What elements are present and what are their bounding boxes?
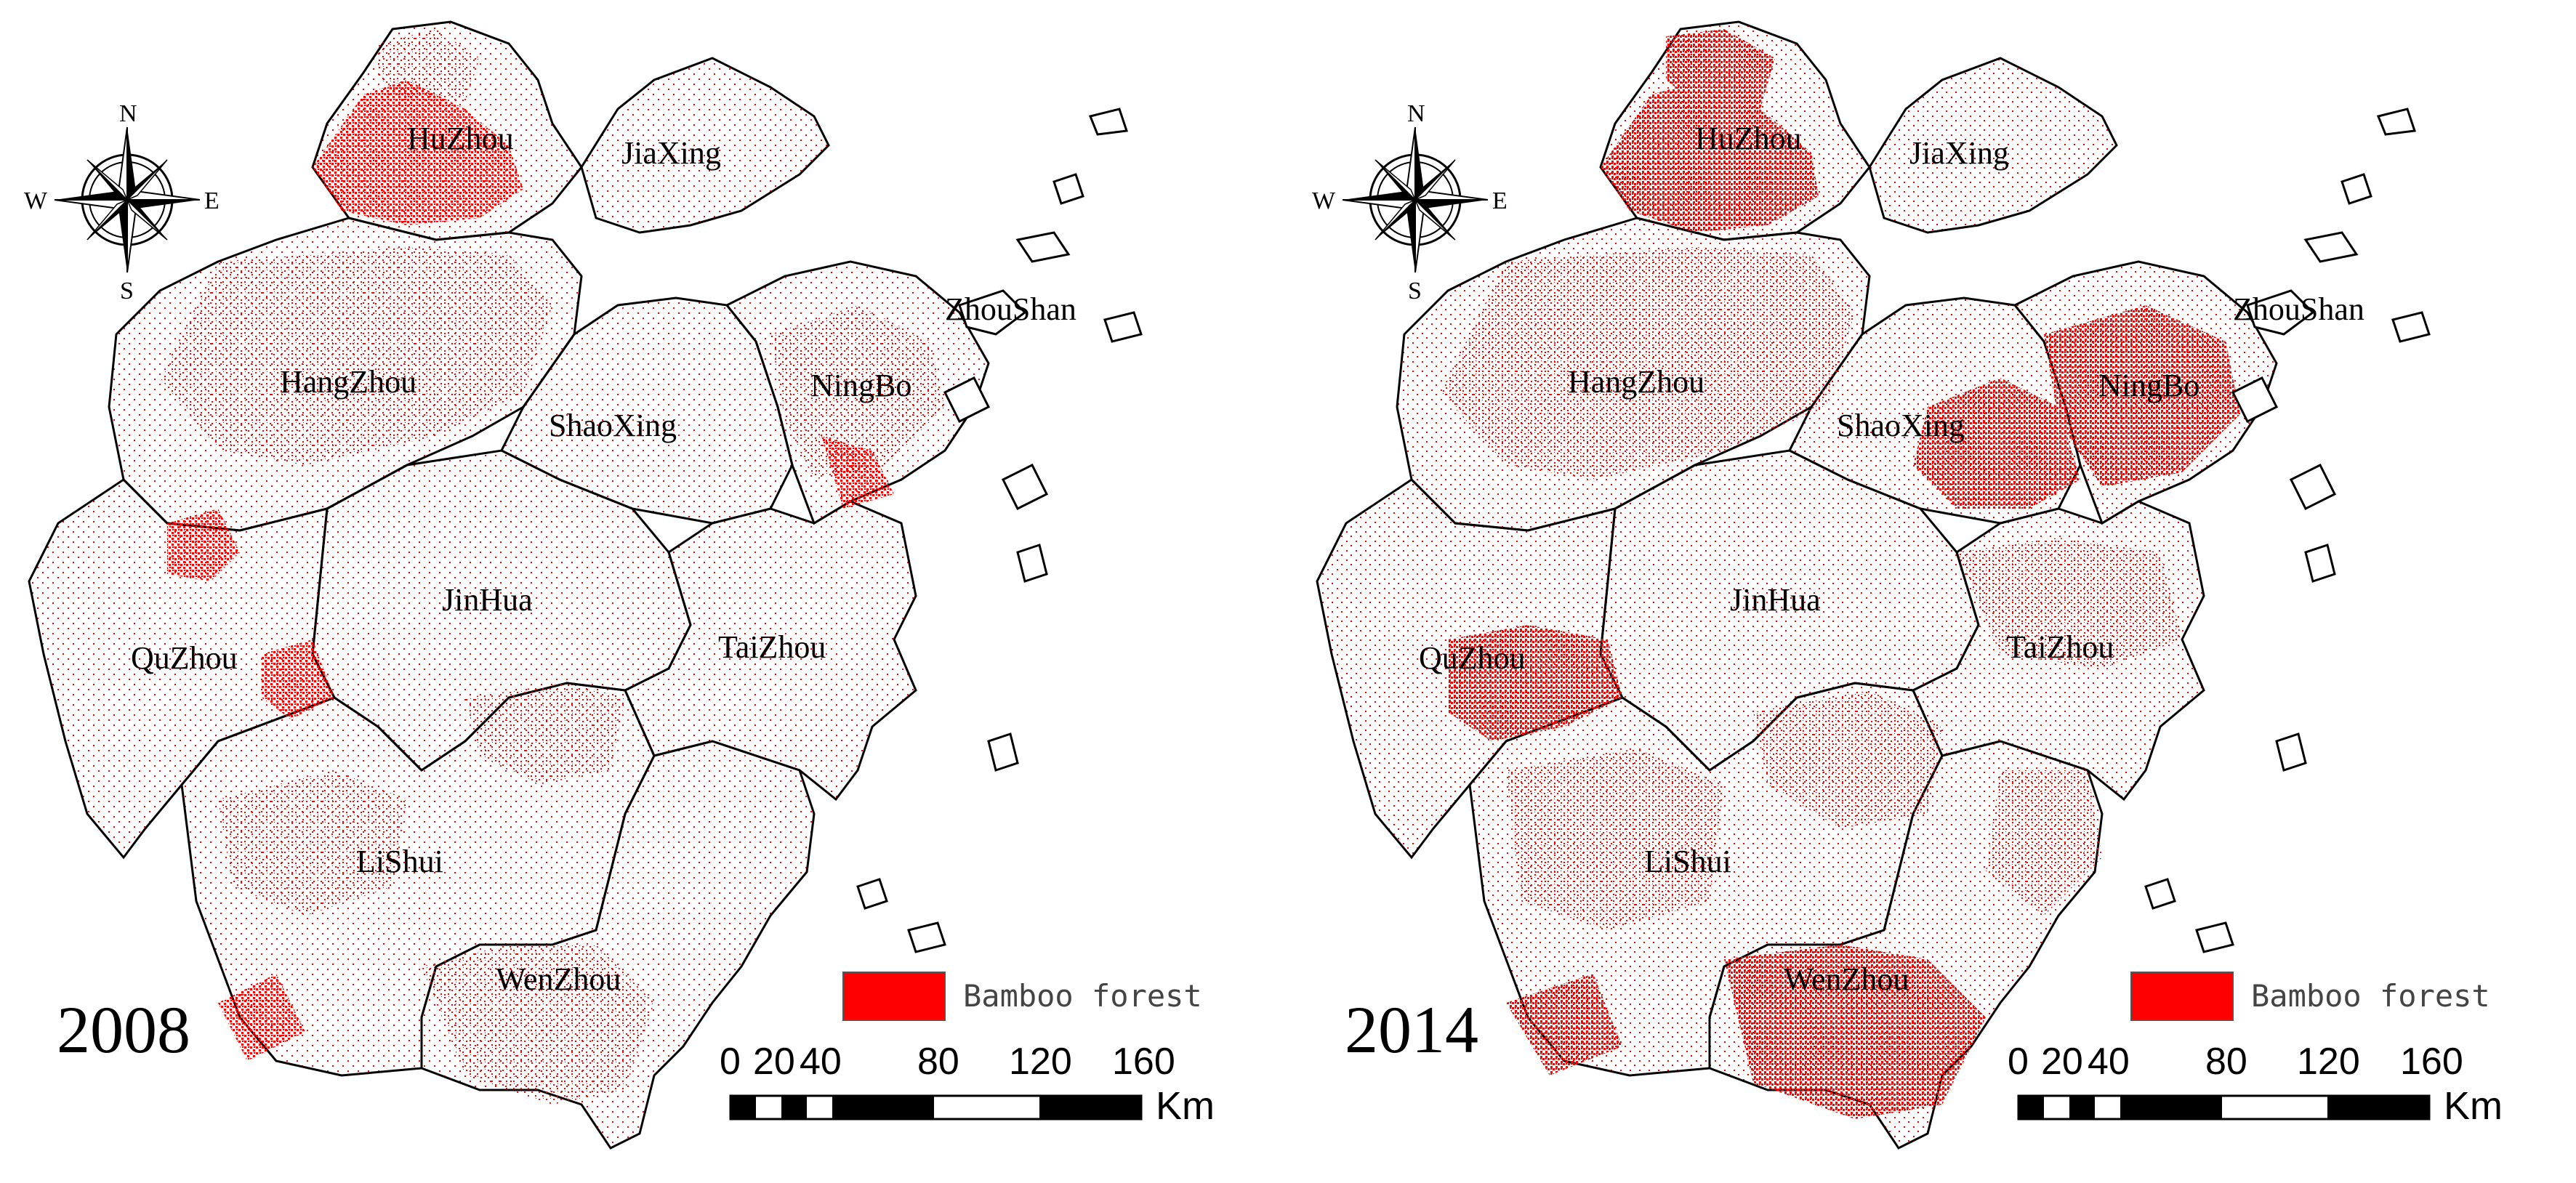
scale-tick-40: 40 [800, 1041, 842, 1083]
scale-tick-0: 0 [720, 1041, 741, 1083]
jiaxing-region [580, 57, 830, 234]
scale-tick-120: 120 [2297, 1041, 2360, 1083]
bamboo-patches-2014 [1441, 29, 2240, 1119]
legend-label: Bamboo forest [963, 978, 1202, 1014]
islands [2144, 108, 2431, 953]
city-label-wenzhou: WenZhou [1784, 961, 1909, 997]
scale-bar: 0 20 40 80 120 160 Km [720, 1041, 1215, 1128]
city-label-wenzhou: WenZhou [496, 961, 621, 997]
map-panel-2008: HuZhou JiaXing HangZhou ShaoXing NingBo … [24, 20, 1215, 1150]
scale-bar: 0 20 40 80 120 160 Km [2008, 1041, 2503, 1128]
bamboo-patches-2008 [160, 29, 945, 1105]
jiaxing-region [1868, 57, 2118, 234]
year-label-2014: 2014 [1345, 993, 1478, 1067]
scale-unit: Km [2444, 1084, 2503, 1128]
map-2008: HuZhou JiaXing HangZhou ShaoXing NingBo … [24, 20, 1215, 1150]
city-label-lishui: LiShui [1644, 844, 1731, 879]
city-label-shaoxing: ShaoXing [1837, 408, 1965, 443]
city-label-jinhua: JinHua [442, 582, 533, 618]
map-panel-2014: HuZhou JiaXing HangZhou ShaoXing NingBo … [1288, 0, 2576, 1183]
city-label-taizhou: TaiZhou [718, 629, 826, 665]
compass-west: W [24, 187, 48, 214]
scale-tick-160: 160 [1112, 1041, 1175, 1083]
city-label-huzhou: HuZhou [407, 121, 514, 156]
city-label-taizhou: TaiZhou [2006, 629, 2114, 665]
legend-label: Bamboo forest [2251, 978, 2490, 1014]
year-label-2008: 2008 [57, 993, 190, 1067]
compass-west: W [1312, 187, 1336, 214]
city-label-quzhou: QuZhou [131, 640, 238, 676]
legend: Bamboo forest [2130, 972, 2490, 1021]
map-2014: HuZhou JiaXing HangZhou ShaoXing NingBo … [1312, 20, 2503, 1150]
legend-swatch [842, 972, 946, 1021]
city-label-zhoushan: ZhouShan [945, 291, 1076, 327]
scale-unit: Km [1156, 1084, 1215, 1128]
compass-north: N [1407, 100, 1425, 127]
city-label-quzhou: QuZhou [1419, 640, 1526, 676]
city-label-ningbo: NingBo [2098, 368, 2199, 403]
scale-tick-120: 120 [1009, 1041, 1072, 1083]
compass-east: E [1492, 187, 1508, 214]
scale-tick-40: 40 [2088, 1041, 2130, 1083]
city-label-huzhou: HuZhou [1695, 121, 1802, 156]
city-label-shaoxing: ShaoXing [549, 408, 677, 443]
city-label-hangzhou: HangZhou [1568, 364, 1704, 400]
islands [856, 108, 1143, 953]
scale-tick-80: 80 [2205, 1041, 2247, 1083]
scale-tick-80: 80 [917, 1041, 959, 1083]
legend: Bamboo forest [842, 972, 1202, 1021]
scale-tick-0: 0 [2008, 1041, 2029, 1083]
compass-south: S [120, 278, 134, 304]
compass-east: E [204, 187, 220, 214]
scale-tick-160: 160 [2400, 1041, 2463, 1083]
city-label-lishui: LiShui [356, 844, 443, 879]
compass-rose: N S E W [24, 100, 220, 304]
legend-swatch [2130, 972, 2234, 1021]
city-label-jiaxing: JiaXing [621, 135, 721, 171]
city-label-hangzhou: HangZhou [280, 364, 416, 400]
compass-north: N [119, 100, 137, 127]
scale-tick-20: 20 [2041, 1041, 2083, 1083]
city-label-ningbo: NingBo [810, 368, 911, 403]
city-label-zhoushan: ZhouShan [2233, 291, 2364, 327]
scale-tick-20: 20 [753, 1041, 795, 1083]
city-label-jiaxing: JiaXing [1909, 135, 2009, 171]
compass-rose: N S E W [1312, 100, 1508, 304]
city-label-jinhua: JinHua [1730, 582, 1821, 618]
compass-south: S [1408, 278, 1422, 304]
